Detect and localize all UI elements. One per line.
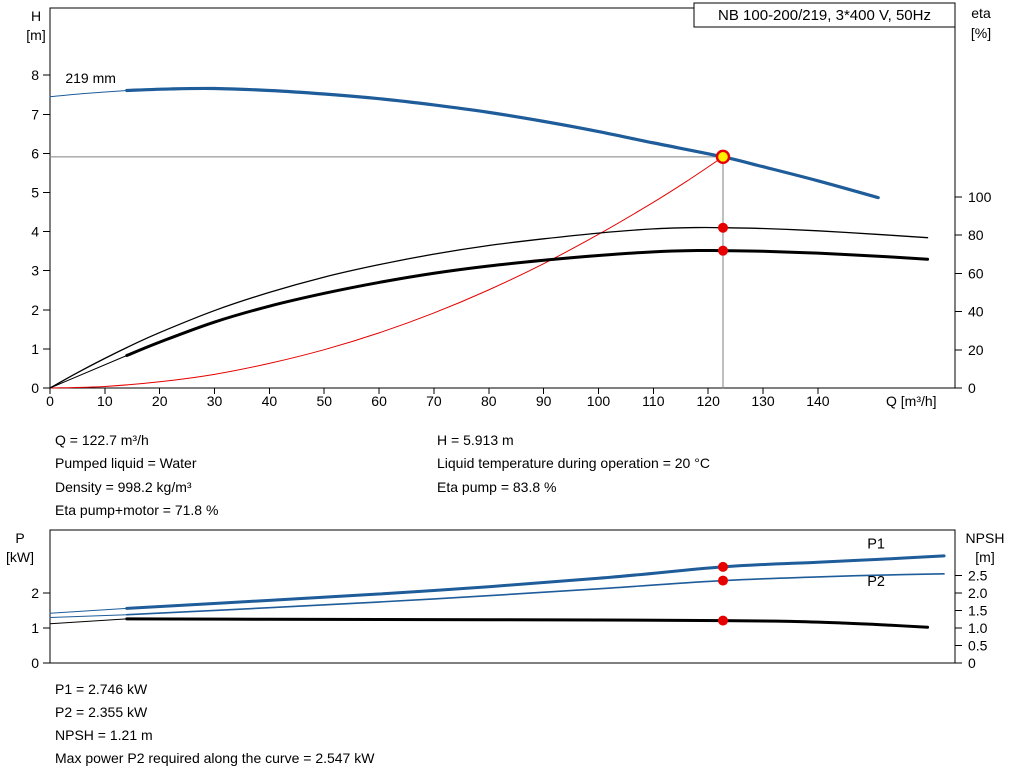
- x-tick-label: 130: [751, 393, 775, 409]
- npsh-curve: [125, 617, 930, 629]
- y-right-tick-label: 100: [968, 189, 992, 205]
- info-line-density: Density = 998.2 kg/m³: [55, 478, 192, 495]
- npsh-curve-lead: [49, 618, 128, 625]
- y-left-tick-label: 1: [31, 341, 39, 357]
- y-left-tick-label: 7: [31, 106, 39, 122]
- y-right-tick-label: 40: [968, 304, 984, 320]
- info-line-p2: P2 = 2.355 kW: [55, 704, 148, 720]
- impeller-diameter-label: 219 mm: [65, 70, 116, 86]
- info-line-max-p2: Max power P2 required along the curve = …: [55, 750, 375, 766]
- y-right-tick-label: 2.5: [968, 568, 988, 584]
- y-right-tick-label: 2.0: [968, 585, 988, 601]
- info-line-p1: P1 = 2.746 kW: [55, 681, 148, 697]
- y-left-tick-label: 4: [31, 224, 39, 240]
- y_right-axis-title: [%]: [971, 25, 991, 41]
- duty-info-left: Q = 122.7 m³/h Pumped liquid = Water Den…: [55, 429, 218, 522]
- power-info-block: P1 = 2.746 kW P2 = 2.355 kW NPSH = 1.21 …: [55, 678, 374, 770]
- y_right-axis-title: [m]: [975, 549, 994, 565]
- y-right-tick-label: 80: [968, 227, 984, 243]
- y-right-tick-label: 0: [968, 380, 976, 396]
- y-right-tick-label: 0.5: [968, 638, 988, 654]
- y-right-tick-label: 0: [968, 655, 976, 671]
- head-curve-lead: [49, 89, 128, 98]
- y-left-tick-label: 6: [31, 145, 39, 161]
- head-curve: [125, 86, 880, 200]
- p1-point: [717, 561, 728, 572]
- y-left-tick-label: 0: [31, 380, 39, 396]
- y-right-tick-label: 60: [968, 265, 984, 281]
- y_left-axis-title: [kW]: [6, 549, 34, 565]
- y_right-axis-title: NPSH: [966, 530, 1005, 546]
- info-line-npsh: NPSH = 1.21 m: [55, 727, 153, 743]
- x-tick-label: 90: [536, 393, 552, 409]
- x-tick-label: 60: [371, 393, 387, 409]
- hq-eta-chart-frame: [49, 7, 956, 389]
- eta-pump-motor-lead: [49, 354, 128, 389]
- duty-point: [715, 149, 731, 165]
- p2-curve-lead: [49, 614, 128, 618]
- x-tick-label: 120: [697, 393, 721, 409]
- eta-pump-motor-curve: [125, 248, 930, 357]
- chart-title-box: [693, 2, 956, 28]
- p1-curve-label: P1: [867, 537, 885, 553]
- eta-pump-motor-point: [717, 245, 728, 256]
- x-tick-label: 20: [152, 393, 168, 409]
- p2-point: [717, 575, 728, 586]
- eta-pump-curve: [49, 226, 929, 389]
- npsh-point: [717, 615, 728, 626]
- x-tick-label: 110: [642, 393, 665, 409]
- info-line-liquid: Pumped liquid = Water: [55, 455, 197, 472]
- duty-info-right: H = 5.913 m Liquid temperature during op…: [437, 429, 710, 499]
- info-line-temperature: Liquid temperature during operation = 20…: [437, 455, 710, 472]
- info-line-eta-total: Eta pump+motor = 71.8 %: [55, 501, 219, 518]
- y-right-tick-label: 1.5: [968, 603, 988, 619]
- x-tick-label: 80: [481, 393, 497, 409]
- p2-curve: [125, 573, 945, 616]
- y-left-tick-label: 3: [31, 263, 39, 279]
- chart-title: NB 100-200/219, 3*400 V, 50Hz: [718, 7, 931, 24]
- x-tick-label: 10: [97, 393, 113, 409]
- info-line-eta-pump: Eta pump = 83.8 %: [437, 478, 557, 495]
- x-tick-label: 100: [587, 393, 611, 409]
- system-curve: [49, 156, 724, 389]
- y-left-tick-label: 0: [31, 655, 39, 671]
- y-left-tick-label: 2: [31, 302, 39, 318]
- y-left-tick-label: 2: [31, 585, 39, 601]
- x-tick-label: 40: [262, 393, 278, 409]
- p1-curve: [125, 554, 946, 610]
- p2-curve-label: P2: [867, 574, 885, 590]
- y-left-tick-label: 1: [31, 620, 39, 636]
- y_left-axis-title: [m]: [26, 27, 45, 43]
- y_left-axis-title: P: [15, 530, 24, 546]
- y-left-tick-label: 8: [31, 67, 39, 83]
- y-right-tick-label: 1.0: [968, 620, 988, 636]
- x-tick-label: 50: [316, 393, 332, 409]
- info-line-head: H = 5.913 m: [437, 432, 514, 448]
- info-line-flow: Q = 122.7 m³/h: [55, 432, 149, 448]
- x-axis-title: Q [m³/h]: [886, 393, 937, 409]
- x-tick-label: 0: [46, 393, 54, 409]
- eta-pump-point: [717, 222, 728, 233]
- y-right-tick-label: 20: [968, 342, 984, 358]
- x-tick-label: 140: [806, 393, 830, 409]
- x-tick-label: 70: [426, 393, 442, 409]
- y-left-tick-label: 5: [31, 185, 39, 201]
- power-npsh-chart-frame: [49, 529, 956, 664]
- y_right-axis-title: eta: [971, 5, 991, 21]
- p1-curve-lead: [49, 607, 128, 614]
- y_left-axis-title: H: [31, 8, 41, 24]
- x-tick-label: 30: [207, 393, 223, 409]
